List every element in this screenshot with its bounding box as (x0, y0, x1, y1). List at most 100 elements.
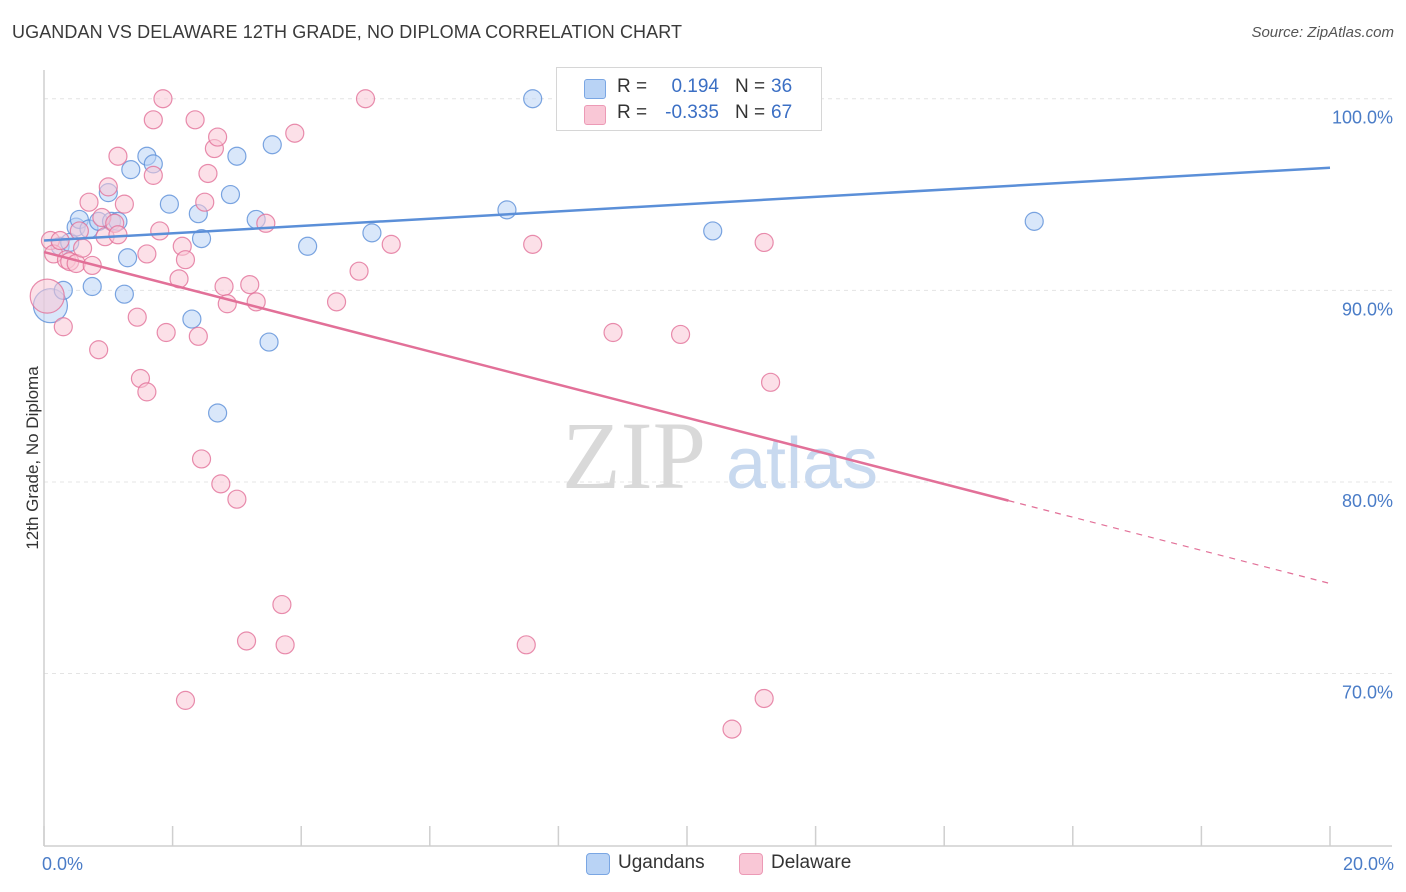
data-point (175, 690, 196, 710)
data-point (760, 372, 781, 392)
data-point (703, 221, 723, 241)
data-point (114, 284, 134, 304)
data-point (208, 127, 228, 147)
legend-row-ugandans: R = 0.194 N = 36 (557, 76, 821, 102)
data-point (326, 292, 347, 312)
data-point (214, 276, 234, 297)
data-point (754, 232, 774, 253)
legend-n-label: N = (735, 102, 766, 123)
data-point (381, 234, 401, 254)
data-point (137, 382, 157, 402)
data-point (523, 234, 543, 254)
trend-line-extrapolated (1008, 500, 1331, 585)
data-point (208, 403, 228, 423)
data-point (175, 250, 196, 270)
data-point (98, 177, 118, 197)
axes (43, 70, 1392, 847)
data-point (159, 194, 179, 214)
series-Delaware (29, 89, 781, 739)
data-point (198, 163, 218, 184)
grid-lines (44, 98, 1394, 675)
data-point (79, 192, 99, 212)
data-point (153, 89, 173, 109)
watermark-atlas: atlas (726, 424, 878, 504)
data-point (285, 123, 305, 143)
data-point (227, 146, 247, 166)
data-point (137, 244, 157, 264)
data-point (754, 688, 774, 709)
trend-line (43, 250, 1009, 502)
legend-r-value: -0.335 (665, 102, 719, 123)
y-tick-label: 90.0% (1342, 299, 1393, 319)
series-legend: Ugandans Delaware (0, 852, 1406, 878)
data-point (259, 332, 279, 352)
data-point (670, 324, 691, 345)
data-point (195, 192, 215, 212)
data-point (82, 276, 102, 297)
data-point (108, 146, 128, 166)
chart-title: UGANDAN VS DELAWARE 12TH GRADE, NO DIPLO… (12, 22, 683, 42)
legend-swatch-delaware (584, 105, 606, 125)
data-point (53, 317, 73, 337)
data-point (262, 135, 282, 155)
legend-r-label: R = (617, 76, 648, 97)
data-point (240, 274, 260, 295)
data-point (143, 165, 163, 185)
data-point (220, 184, 241, 205)
legend-label-ugandans: Ugandans (618, 852, 705, 873)
data-point (188, 326, 208, 346)
data-point (191, 229, 212, 249)
data-point (603, 322, 623, 343)
data-point (191, 449, 212, 469)
data-point (355, 89, 376, 109)
data-point (182, 309, 202, 329)
data-point (72, 238, 93, 258)
data-point (349, 261, 369, 281)
data-point (1024, 211, 1044, 231)
data-point (29, 278, 65, 314)
legend-r-value: 0.194 (671, 76, 719, 97)
trend-line (43, 166, 1331, 242)
legend-n-value: 67 (771, 102, 793, 123)
source-note: Source: ZipAtlas.com (1251, 24, 1394, 41)
data-point (121, 160, 141, 180)
data-point (211, 474, 231, 494)
data-point (523, 89, 543, 109)
legend-swatch-ugandans (584, 79, 606, 99)
legend-swatch-delaware (739, 853, 763, 875)
data-point (272, 594, 292, 615)
y-tick-label: 100.0% (1332, 108, 1393, 128)
legend-swatch-ugandans (586, 853, 610, 875)
legend-r-label: R = (617, 102, 648, 123)
watermark: ZIP atlas (562, 402, 878, 509)
data-point (362, 223, 382, 243)
data-point (236, 631, 257, 651)
data-point (516, 635, 536, 655)
data-point (227, 489, 247, 509)
data-point (156, 322, 176, 343)
data-point (143, 110, 163, 130)
data-point (298, 236, 318, 256)
data-point (127, 307, 147, 327)
data-point (150, 221, 170, 241)
watermark-zip: ZIP (562, 402, 706, 509)
legend-n-label: N = (735, 76, 766, 97)
data-point (89, 340, 109, 360)
x-tick-label: 20.0% (1343, 854, 1394, 874)
data-point (185, 110, 205, 130)
data-point (256, 213, 276, 233)
legend-n-value: 36 (771, 76, 793, 97)
legend-label-delaware: Delaware (771, 852, 852, 873)
data-point (114, 194, 134, 214)
y-axis-label: 12th Grade, No Diploma (23, 366, 42, 550)
y-tick-label: 70.0% (1342, 683, 1393, 703)
data-point (117, 248, 138, 268)
data-point (275, 635, 295, 655)
x-tick-label: 0.0% (42, 854, 83, 874)
stats-legend: R = 0.194 N = 36 R = -0.335 N = 67 (556, 67, 822, 131)
legend-row-delaware: R = -0.335 N = 67 (557, 102, 821, 128)
data-point (497, 200, 517, 220)
data-point (722, 719, 742, 739)
y-tick-label: 80.0% (1342, 491, 1393, 511)
